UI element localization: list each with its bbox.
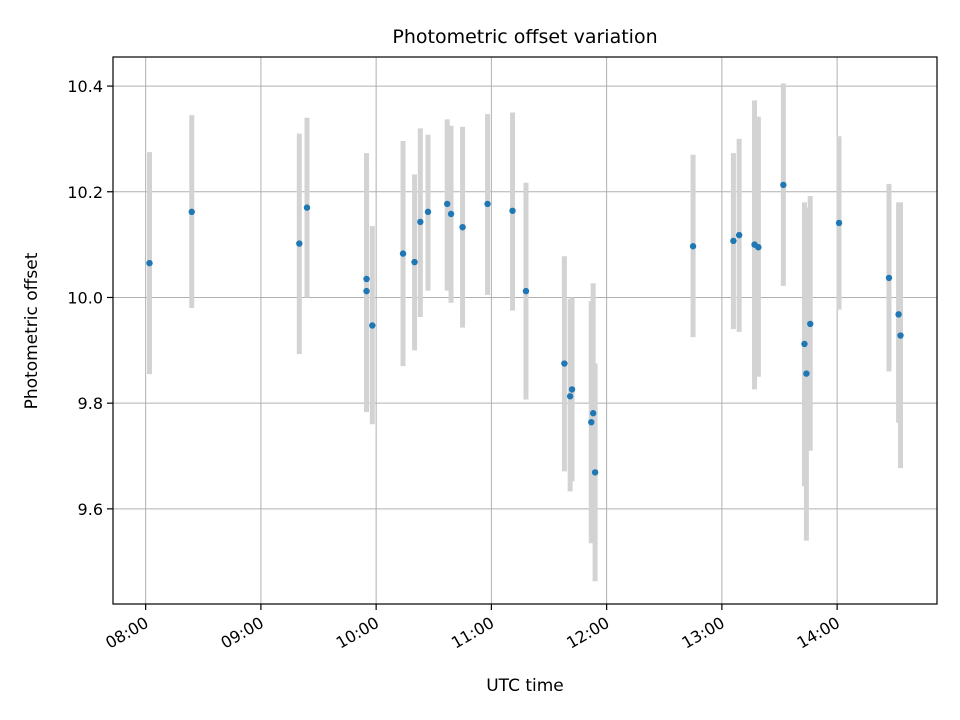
data-point [755, 244, 762, 251]
data-point [444, 200, 451, 208]
data-point [588, 418, 595, 426]
chart-title: Photometric offset variation [392, 26, 657, 48]
data-point [835, 219, 843, 227]
data-point [303, 204, 311, 211]
data-point [369, 322, 376, 329]
data-point [399, 250, 407, 257]
data-point [447, 210, 455, 218]
data-point [897, 332, 904, 339]
data-point [363, 275, 370, 283]
data-point [735, 231, 743, 239]
data-point [689, 243, 697, 250]
data-point [895, 311, 902, 318]
data-point [363, 287, 370, 295]
data-point [885, 274, 893, 282]
data-point [589, 410, 597, 417]
data-point [568, 386, 576, 393]
plot-frame [112, 56, 938, 605]
data-point [801, 340, 808, 348]
data-point [146, 259, 153, 267]
y-tick-label: 10.2 [67, 183, 103, 202]
data-point [417, 218, 424, 226]
grid [113, 57, 937, 604]
data-point [803, 370, 810, 377]
data-point [730, 237, 737, 245]
data-point [509, 207, 516, 214]
data-point [411, 258, 418, 266]
data-point [591, 469, 599, 476]
y-tick-label: 10.0 [67, 288, 103, 307]
data-point [522, 287, 530, 295]
data-point [424, 208, 432, 216]
data-point [484, 200, 491, 208]
y-axis-label: Photometric offset [22, 252, 42, 409]
data-point [780, 181, 787, 189]
data-markers [146, 181, 904, 476]
data-point [459, 223, 466, 231]
data-point [296, 240, 303, 247]
y-tick-label: 9.8 [78, 394, 103, 413]
x-axis-label: UTC time [486, 676, 564, 696]
y-tick-label: 9.6 [78, 500, 103, 519]
data-point [807, 320, 814, 328]
data-point [561, 360, 568, 367]
y-axis-ticks: 9.6 9.8 10.0 10.2 10.4 [67, 77, 113, 519]
data-point [188, 208, 195, 216]
data-point [566, 393, 574, 400]
y-tick-label: 10.4 [67, 77, 103, 96]
